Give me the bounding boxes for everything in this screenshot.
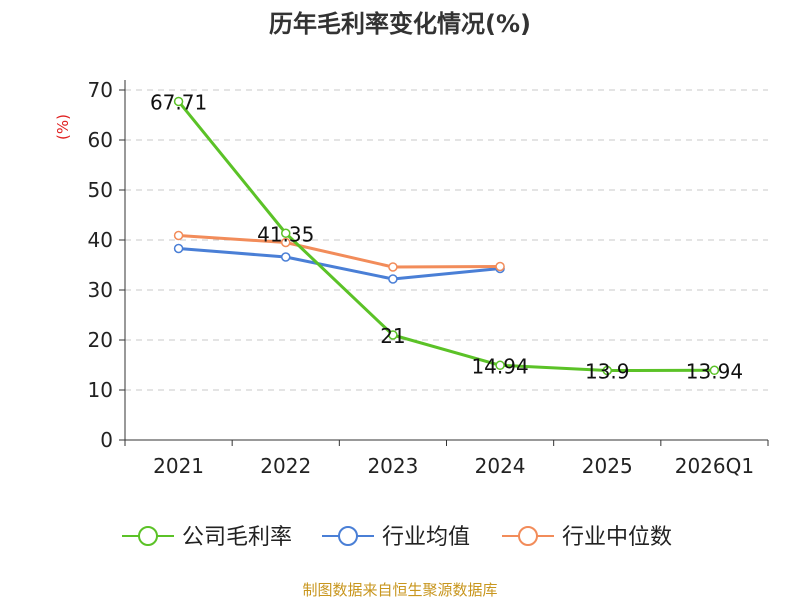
series-0-point-3	[495, 360, 505, 371]
x-tick-label-2025: 2025	[582, 454, 633, 478]
legend-marker	[518, 526, 538, 546]
series-line-1	[177, 247, 502, 281]
series-2-point-2	[388, 262, 398, 272]
series-2-point-1	[281, 237, 291, 248]
data-label-2026Q1: 13.94	[686, 359, 743, 383]
chart-title: 历年毛利率变化情况(%)	[269, 10, 531, 38]
y-tick-label: 40	[88, 228, 113, 252]
legend-item-1[interactable]: 行业均值	[322, 525, 470, 550]
legend-item-2[interactable]: 行业中位数	[502, 525, 672, 550]
series-1-point-2	[388, 274, 398, 284]
data-labels: 67.71 41.35 21 14.94 13.9 13.94	[150, 90, 743, 383]
y-tick-label: 20	[88, 328, 113, 352]
legend-label: 公司毛利率	[182, 525, 292, 550]
data-label-2025: 13.9	[585, 360, 630, 384]
series-0-point-5	[709, 365, 720, 376]
source-note: 制图数据来自恒生聚源数据库	[302, 581, 497, 599]
series-line-2	[177, 234, 502, 269]
y-tick-label: 50	[88, 178, 113, 202]
legend-label: 行业均值	[382, 525, 470, 550]
legend-marker	[138, 526, 158, 546]
series-0-point-1	[281, 228, 291, 238]
x-tick-label-2024: 2024	[475, 454, 526, 478]
series-1-point-0	[173, 243, 184, 254]
y-tick-label: 10	[88, 378, 113, 402]
y-tick-label: 60	[88, 128, 113, 152]
legend: 公司毛利率 行业均值 行业中位数	[122, 525, 672, 550]
series-2-point-0	[173, 230, 184, 241]
legend-marker	[338, 526, 358, 546]
data-label-2022: 41.35	[257, 222, 314, 246]
series-line-0	[177, 99, 716, 372]
data-label-2024: 14.94	[471, 354, 528, 378]
y-tick-label: 0	[100, 428, 113, 452]
series-1-point-1	[281, 252, 291, 262]
series-0-point-0	[173, 96, 184, 107]
data-label-2023: 21	[380, 324, 405, 348]
y-tick-label: 70	[88, 78, 113, 102]
y-tick-label: 30	[88, 278, 113, 302]
x-tick-label-2026Q1: 2026Q1	[675, 454, 754, 478]
series-0-point-2	[388, 330, 398, 340]
x-tick-label-2021: 2021	[153, 454, 204, 478]
series-2-point-3	[495, 261, 505, 272]
series-0-point-4	[602, 365, 612, 376]
data-label-2021: 67.71	[150, 90, 207, 114]
axes: 0 10 20 30 40 50 60 70 2021 2022 2023 2024 2025 2026Q…	[88, 78, 769, 478]
grid-lines	[125, 89, 768, 391]
y-axis-label: (%)	[54, 114, 72, 140]
series-group	[173, 96, 720, 376]
x-tick-label-2022: 2022	[260, 454, 311, 478]
legend-item-0[interactable]: 公司毛利率	[122, 525, 292, 550]
legend-label: 行业中位数	[562, 525, 672, 550]
x-tick-label-2023: 2023	[367, 454, 418, 478]
